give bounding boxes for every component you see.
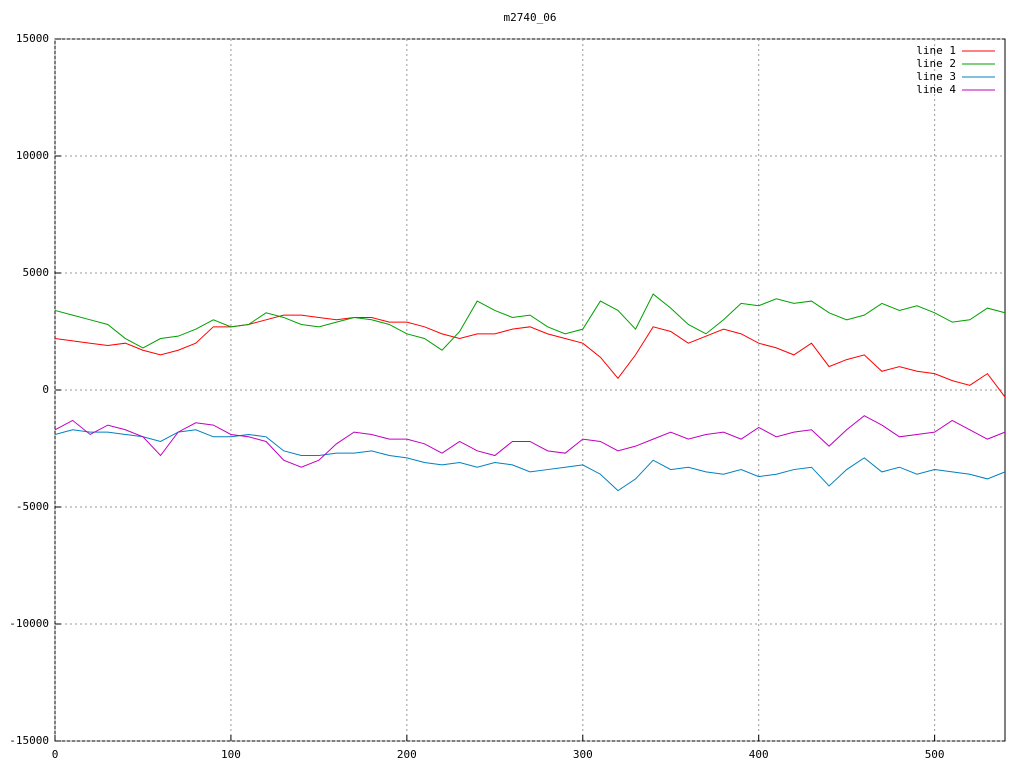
line-series [54,429,1006,492]
legend-label: line 2 [916,57,956,70]
y-tick-label: -15000 [9,734,49,747]
y-tick-label: -5000 [16,500,49,513]
line-series [54,293,1006,351]
x-tick-label: 500 [925,748,945,761]
y-tick-label: 0 [42,383,49,396]
y-tick-label: 5000 [23,266,50,279]
x-tick-label: 400 [749,748,769,761]
x-tick-label: 200 [397,748,417,761]
chart-title: m2740_06 [504,11,557,24]
legend-label: line 4 [916,83,956,96]
x-tick-label: 100 [221,748,241,761]
y-tick-label: -10000 [9,617,49,630]
x-tick-label: 300 [573,748,593,761]
x-tick-label: 0 [52,748,59,761]
y-tick-label: 10000 [16,149,49,162]
y-tick-label: 15000 [16,32,49,45]
line-series [54,314,1006,398]
legend-label: line 1 [916,44,956,57]
line-series [54,415,1006,468]
legend-label: line 3 [916,70,956,83]
